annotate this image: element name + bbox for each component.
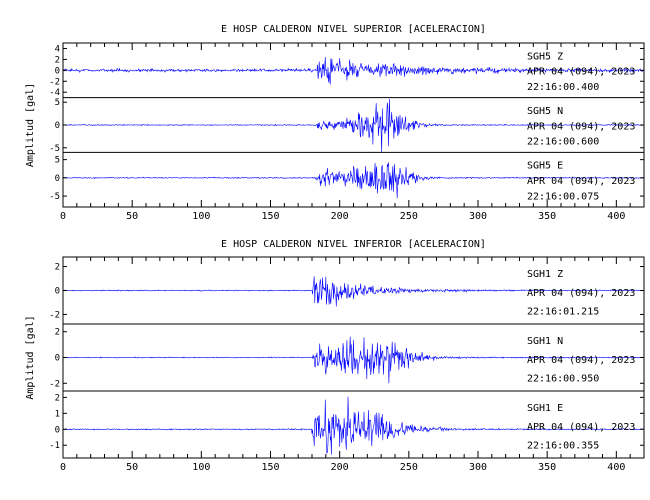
x-tick-label: 350 xyxy=(538,211,556,222)
x-tick-label: 150 xyxy=(261,211,279,222)
y-tick-label: -2 xyxy=(49,310,60,320)
trace-channel-label: SGH1 N xyxy=(527,336,563,347)
trace-channel-label: SGH1 Z xyxy=(527,269,563,280)
chart-panel-2: E HOSP CALDERON NIVEL INFERIOR [ACELERAC… xyxy=(25,239,645,473)
y-tick-label: -4 xyxy=(49,88,60,98)
x-tick-label: 0 xyxy=(60,462,66,473)
chart-title: E HOSP CALDERON NIVEL INFERIOR [ACELERAC… xyxy=(221,239,486,250)
y-tick-label: 0 xyxy=(55,121,60,131)
waveform-line xyxy=(62,98,645,153)
trace-channel-label: SGH5 E xyxy=(527,161,563,172)
x-tick-label: 100 xyxy=(192,211,210,222)
x-tick-label: 250 xyxy=(400,211,418,222)
y-tick-label: -1 xyxy=(49,441,60,451)
trace-sgh5-z: 420-2-4 SGH5 Z APR 04 (094), 2023 22:16:00.… xyxy=(49,44,645,98)
trace-sgh5-n: 5 0 -5 SGH5 N APR 04 (094), 2023 22:16:00.600 xyxy=(49,98,645,154)
y-tick-label: 0 xyxy=(55,425,60,435)
waveform-line xyxy=(62,336,645,384)
waveform-line xyxy=(62,276,645,307)
y-tick-label: -2 xyxy=(49,379,60,389)
x-tick-label: 50 xyxy=(126,211,138,222)
trace-time-label: 22:16:00.400 xyxy=(527,82,599,93)
trace-time-label: 22:16:00.600 xyxy=(527,137,599,148)
y-tick-label: 4 xyxy=(55,44,60,54)
x-tick-label: 250 xyxy=(400,462,418,473)
trace-time-label: 22:16:00.950 xyxy=(527,374,599,385)
trace-channel-label: SGH5 Z xyxy=(527,51,563,62)
trace-date-label: APR 04 (094), 2023 xyxy=(527,121,635,132)
trace-sgh5-e: 5 0 -5 SGH5 E APR 04 (094), 2023 22:16:00.075 xyxy=(49,156,645,202)
chart-panel-1: E HOSP CALDERON NIVEL SUPERIOR [ACELERAC… xyxy=(25,24,645,222)
trace-channel-label: SGH5 N xyxy=(527,106,563,117)
x-tick-label: 300 xyxy=(469,211,487,222)
x-tick-label: 150 xyxy=(261,462,279,473)
y-tick-label: 0 xyxy=(55,354,60,364)
trace-time-label: 22:16:00.075 xyxy=(527,191,599,202)
trace-date-label: APR 04 (094), 2023 xyxy=(527,288,635,299)
y-tick-label: 0 xyxy=(55,174,60,184)
y-axis-label: Amplitud [gal] xyxy=(25,83,36,167)
trace-date-label: APR 04 (094), 2023 xyxy=(527,355,635,366)
y-tick-label: 5 xyxy=(55,98,60,108)
x-tick-label: 200 xyxy=(331,462,349,473)
trace-time-label: 22:16:00.355 xyxy=(527,441,599,452)
trace-date-label: APR 04 (094), 2023 xyxy=(527,176,635,187)
trace-date-label: APR 04 (094), 2023 xyxy=(527,67,635,78)
y-tick-label: 2 xyxy=(55,55,60,65)
trace-sgh1-e: 2 1 0 -1 SGH1 E APR 04 (094), 2023 22:16:00.35… xyxy=(49,393,645,455)
trace-sgh1-n: 2 0 -2 SGH1 N APR 04 (094), 2023 22:16:00.950 xyxy=(49,328,645,389)
waveform-line xyxy=(62,396,645,455)
y-tick-label: 2 xyxy=(55,393,60,403)
waveform-line xyxy=(62,162,645,199)
y-tick-label: -2 xyxy=(49,77,60,87)
x-tick-label: 400 xyxy=(607,211,625,222)
x-tick-label: 200 xyxy=(331,211,349,222)
y-tick-label: 2 xyxy=(55,328,60,338)
y-tick-label: 0 xyxy=(55,66,60,76)
y-tick-label: 2 xyxy=(55,263,60,273)
x-tick-label: 300 xyxy=(469,462,487,473)
y-tick-label: -5 xyxy=(49,144,60,154)
trace-date-label: APR 04 (094), 2023 xyxy=(527,422,635,433)
chart-title: E HOSP CALDERON NIVEL SUPERIOR [ACELERAC… xyxy=(221,24,486,35)
y-tick-label: -5 xyxy=(49,192,60,202)
x-tick-label: 350 xyxy=(538,462,556,473)
trace-channel-label: SGH1 E xyxy=(527,403,563,414)
x-tick-label: 0 xyxy=(60,211,66,222)
x-tick-label: 400 xyxy=(607,462,625,473)
y-axis-label: Amplitud [gal] xyxy=(25,315,36,399)
x-tick-label: 50 xyxy=(126,462,138,473)
y-tick-label: 1 xyxy=(55,409,60,419)
trace-time-label: 22:16:01.215 xyxy=(527,307,599,318)
waveform-line xyxy=(62,57,645,85)
x-tick-label: 100 xyxy=(192,462,210,473)
y-tick-label: 5 xyxy=(55,156,60,166)
trace-sgh1-z: 2 0 -2 SGH1 Z APR 04 (094), 2023 22:16:01.215 xyxy=(49,263,645,320)
y-tick-label: 0 xyxy=(55,287,60,297)
